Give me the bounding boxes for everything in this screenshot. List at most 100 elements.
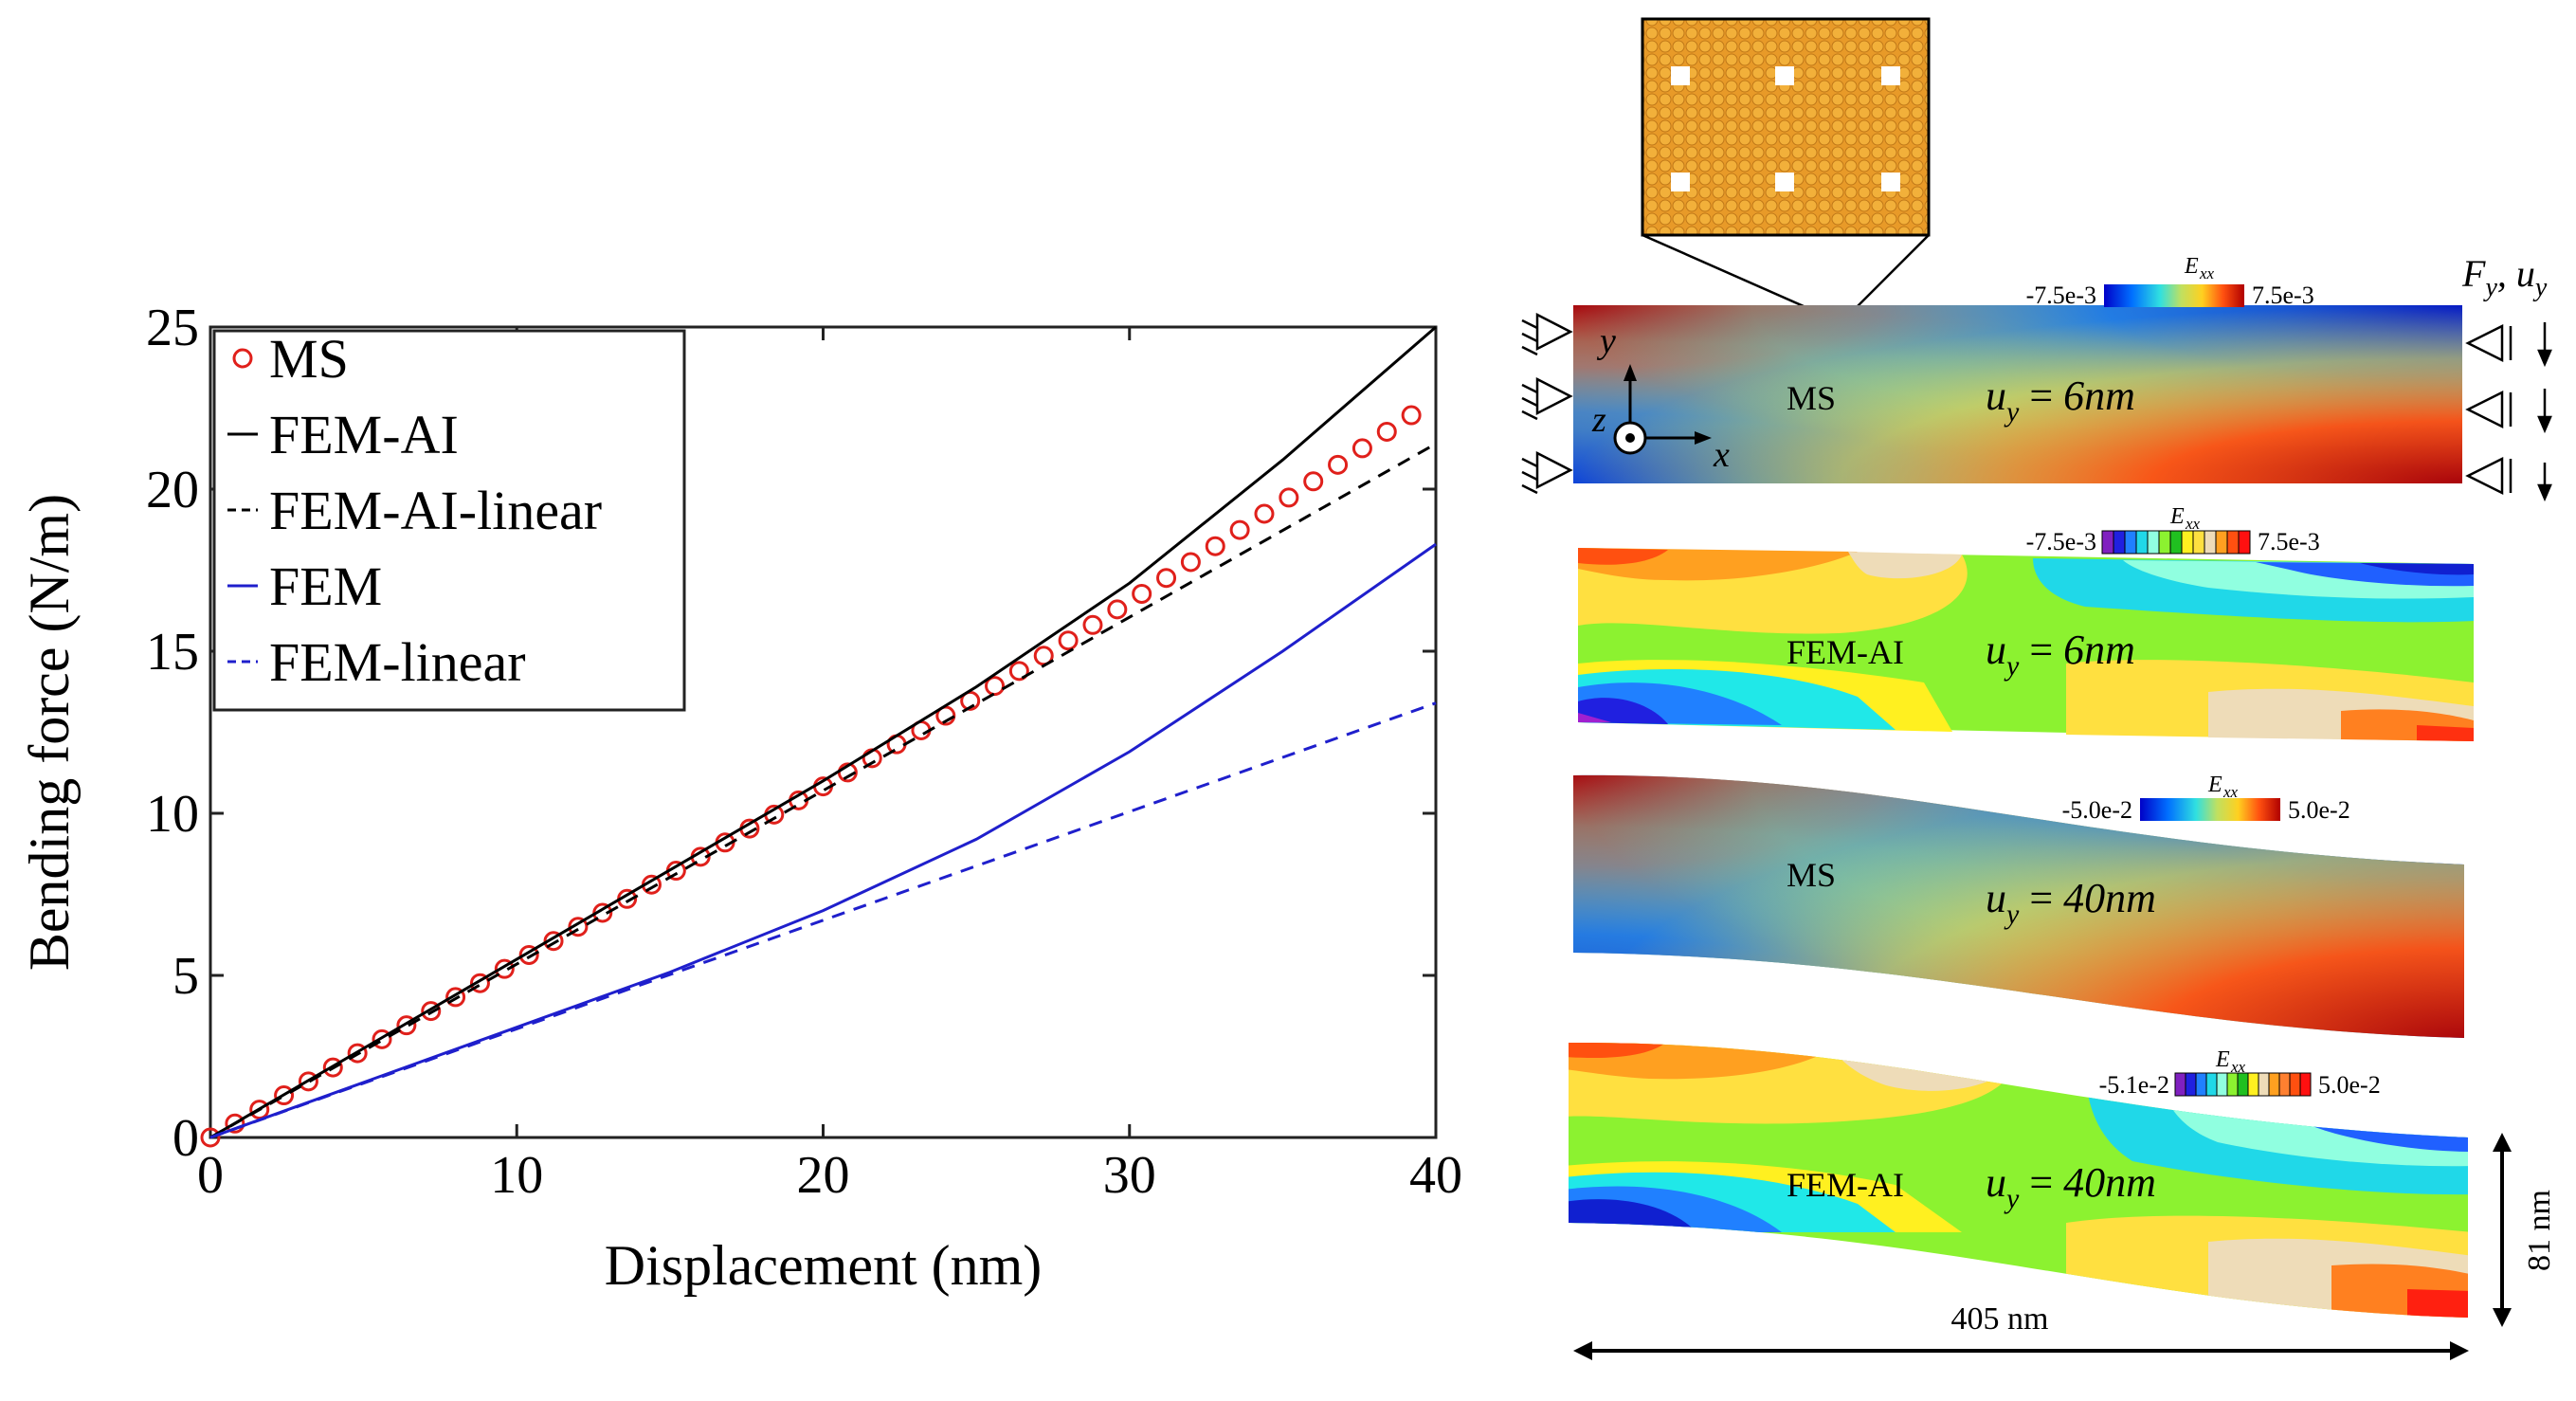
legend-label: FEM bbox=[269, 555, 382, 617]
svg-text:5.0e-2: 5.0e-2 bbox=[2318, 1071, 2381, 1099]
panel-femai-6nm bbox=[1578, 548, 2474, 741]
svg-text:7.5e-3: 7.5e-3 bbox=[2258, 528, 2320, 555]
ms-data-point bbox=[1132, 583, 1152, 604]
x-axis-label: Displacement (nm) bbox=[605, 1234, 1043, 1297]
ms-data-point bbox=[1376, 421, 1397, 442]
ms-data-point bbox=[445, 987, 466, 1008]
ms-data-point bbox=[396, 1015, 417, 1036]
bending-force-chart: 0 10 20 30 40 0 5 10 15 20 25 Displacement (nm) Bend… bbox=[18, 299, 1462, 1297]
ms-data-point bbox=[960, 690, 981, 711]
ms-data-point bbox=[225, 1113, 245, 1134]
load-arrows bbox=[2537, 322, 2552, 502]
svg-text:xx: xx bbox=[2185, 515, 2201, 533]
panel2-model-label: FEM-AI bbox=[1787, 633, 1904, 671]
legend-label: FEM-linear bbox=[269, 631, 526, 693]
svg-text:xx: xx bbox=[2222, 783, 2239, 801]
ms-data-point bbox=[200, 1127, 221, 1148]
ms-data-point bbox=[1008, 661, 1029, 682]
svg-text:81 nm: 81 nm bbox=[2522, 1190, 2557, 1271]
vacancy bbox=[1671, 173, 1690, 191]
vacancy bbox=[1775, 66, 1794, 85]
x-tick-label: 0 bbox=[197, 1146, 224, 1205]
vacancy bbox=[1881, 66, 1900, 85]
panel4-model-label: FEM-AI bbox=[1787, 1166, 1904, 1204]
dimension-height: 81 nm bbox=[2493, 1133, 2557, 1327]
legend-box bbox=[212, 329, 686, 712]
ms-data-point bbox=[1107, 599, 1128, 620]
svg-text:5.0e-2: 5.0e-2 bbox=[2288, 796, 2350, 824]
panel1-disp-label: uy = 6nm bbox=[1986, 373, 2135, 428]
legend-label: MS bbox=[269, 328, 349, 390]
svg-text:-7.5e-3: -7.5e-3 bbox=[2026, 528, 2096, 555]
svg-text:E: E bbox=[2169, 504, 2185, 529]
panel3-model-label: MS bbox=[1787, 856, 1836, 894]
ms-data-point bbox=[372, 1028, 392, 1049]
ms-data-point bbox=[1303, 471, 1324, 492]
ms-data-point bbox=[1156, 568, 1177, 589]
x-tick-label: 30 bbox=[1103, 1146, 1156, 1205]
load-label: Fy, uy bbox=[2461, 252, 2548, 302]
panel3-disp-label: uy = 40nm bbox=[1986, 875, 2156, 930]
panel-ms-6nm bbox=[1573, 305, 2462, 483]
y-tick-label: 20 bbox=[146, 461, 199, 519]
series-line-fem-ai-linear bbox=[209, 442, 1437, 1139]
svg-text:-5.1e-2: -5.1e-2 bbox=[2099, 1071, 2169, 1099]
axis-y-label: y bbox=[1596, 321, 1616, 361]
ms-data-point bbox=[1401, 405, 1422, 426]
ms-data-point bbox=[421, 1001, 442, 1022]
pin-supports bbox=[1521, 312, 1573, 495]
legend-label: FEM-AI bbox=[269, 404, 459, 465]
ms-data-point bbox=[1279, 487, 1299, 508]
panel1-model-label: MS bbox=[1787, 379, 1836, 417]
ms-data-point bbox=[1229, 519, 1250, 540]
ms-data-point bbox=[249, 1100, 270, 1120]
dimension-width: 405 nm bbox=[1573, 1301, 2469, 1360]
ms-data-point bbox=[1328, 454, 1349, 475]
series-line-fem-linear bbox=[209, 701, 1437, 1139]
vacancy bbox=[1671, 66, 1690, 85]
y-axis-label: Bending force (N/m) bbox=[18, 494, 81, 971]
ms-data-point bbox=[1180, 552, 1201, 573]
panel2-disp-label: uy = 6nm bbox=[1986, 627, 2135, 682]
vacancy bbox=[1881, 173, 1900, 191]
series-group bbox=[200, 325, 1437, 1148]
y-tick-label: 0 bbox=[172, 1109, 199, 1168]
svg-text:xx: xx bbox=[2230, 1058, 2246, 1076]
ms-data-point bbox=[322, 1057, 343, 1078]
ms-data-point bbox=[298, 1071, 318, 1092]
svg-text:E: E bbox=[2207, 773, 2222, 797]
ms-data-point bbox=[469, 973, 490, 993]
vacancy bbox=[1775, 173, 1794, 191]
ms-data-point bbox=[1205, 536, 1225, 556]
legend: MS FEM-AI FEM-AI-linear FEM FEM-linear bbox=[212, 328, 686, 712]
svg-text:-5.0e-2: -5.0e-2 bbox=[2062, 796, 2132, 824]
ms-data-point bbox=[494, 958, 515, 979]
x-tick-label: 10 bbox=[490, 1146, 543, 1205]
ms-data-point bbox=[518, 944, 539, 965]
svg-text:xx: xx bbox=[2199, 264, 2215, 282]
ms-data-point bbox=[1082, 614, 1103, 635]
series-line-fem-ai bbox=[209, 325, 1437, 1139]
y-tick-label: 15 bbox=[146, 623, 199, 682]
ms-data-point bbox=[568, 917, 589, 937]
y-tick-label: 5 bbox=[172, 947, 199, 1006]
x-tick-label: 40 bbox=[1409, 1146, 1462, 1205]
svg-text:E: E bbox=[2215, 1047, 2230, 1072]
coordinate-axes: y z x bbox=[1591, 321, 1730, 475]
y-tick-label: 25 bbox=[146, 299, 199, 357]
ms-data-point bbox=[347, 1043, 368, 1064]
ms-data-point bbox=[985, 676, 1006, 697]
svg-text:E: E bbox=[2184, 254, 2199, 279]
svg-text:-7.5e-3: -7.5e-3 bbox=[2026, 282, 2096, 309]
axis-x-label: x bbox=[1713, 435, 1730, 475]
roller-supports bbox=[2465, 323, 2513, 496]
ms-data-point bbox=[1254, 503, 1275, 524]
ms-data-point bbox=[543, 931, 564, 952]
y-tick-label: 10 bbox=[146, 785, 199, 844]
legend-label: FEM-AI-linear bbox=[269, 480, 602, 541]
